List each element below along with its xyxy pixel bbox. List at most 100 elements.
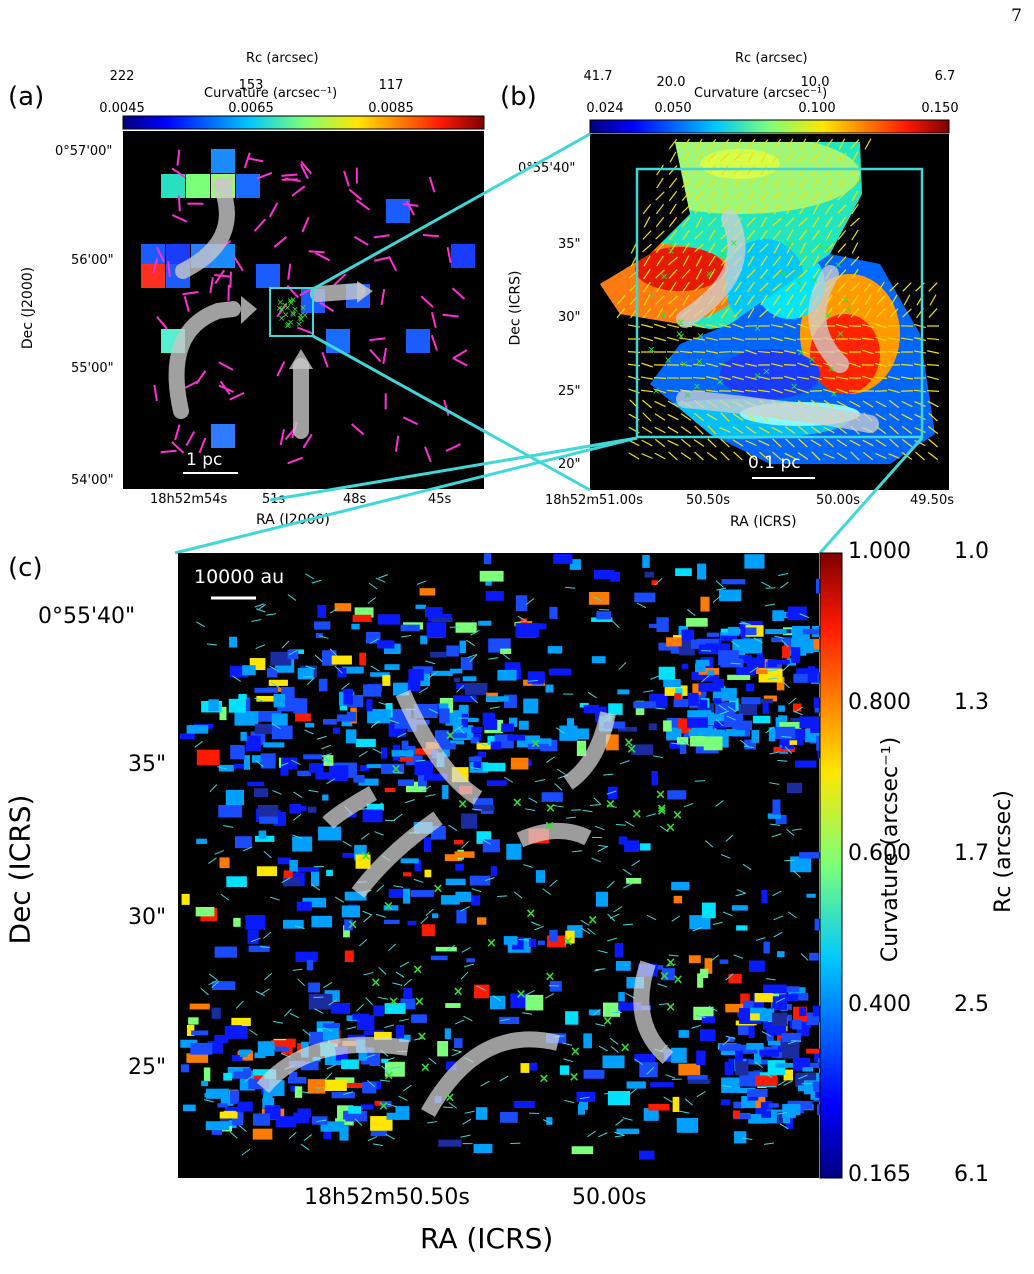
polarization-vector [825,229,833,241]
polarization-vector [667,439,679,447]
curvature-pixel [473,1143,493,1154]
polarization-vector [680,739,690,746]
polarization-vector [862,400,874,408]
curvature-pixel [667,790,687,800]
polarization-vector [773,177,781,189]
curvature-pixel [357,1015,375,1030]
polarization-vector [604,1092,615,1095]
polarization-vector [784,388,796,394]
curvature-pixel [471,895,481,906]
polarization-vector [746,242,756,254]
curvature-pixel [768,727,776,742]
source-marker: × [816,241,824,252]
polarization-vector [900,376,914,380]
polarization-vector [810,439,822,447]
curvature-pixel [747,657,765,668]
curvature-pixel [445,878,466,886]
curvature-pixel [571,1146,594,1155]
curvature-pixel [229,665,248,678]
polarization-vector [760,177,768,189]
polarization-vector [694,151,704,163]
polarization-vector [760,229,768,241]
curvature-pixel [618,836,628,845]
panel-a-label: (a) [8,82,45,112]
panel-c-ytick: 25" [128,1055,167,1080]
panel-b-xtick: 50.50s [686,493,730,508]
polarization-vector [784,350,796,354]
polarization-vector [343,170,350,187]
polarization-vector [746,190,756,202]
curvature-pixel [310,871,320,887]
curvature-pixel [407,679,421,692]
polarization-vector [771,833,782,838]
source-marker: × [383,899,394,914]
polarization-vector [303,1134,313,1142]
polarization-vector [365,997,374,1006]
curvature-pixel [735,1061,749,1076]
panel-a-xtick: 18h52m54s [150,492,228,507]
curvature-pixel [772,610,785,621]
curvature-pixel [189,1003,210,1010]
polarization-vector [369,348,382,363]
polarization-vector [663,1096,673,1103]
panel-b-curv-tick: 0.050 [654,101,692,116]
polarization-vector [402,416,419,426]
curvature-pixel [737,654,752,664]
curvature-pixel [253,1069,274,1076]
polarization-vector [403,978,412,987]
curvature-pixel [241,1070,262,1076]
curvature-pixel [596,611,612,620]
curvature-pixel [784,1004,792,1011]
curvature-pixel [468,756,482,762]
polarization-vector [736,889,747,894]
polarization-vector [792,870,801,878]
curvature-pixel [699,699,708,709]
curvature-pixel [696,1050,706,1066]
curvature-pixel [754,993,773,1003]
polarization-vector [611,620,620,629]
polarization-vector [603,773,614,776]
source-marker: × [297,315,305,325]
polarization-vector [708,268,716,280]
curvature-pixel [728,974,742,984]
polarization-vector [928,308,938,318]
source-marker: × [693,381,701,392]
panel-c-curv-tick: 0.400 [848,992,911,1017]
curvature-pixel [720,635,738,641]
polarization-vector [796,338,810,340]
curvature-pixel [771,1068,781,1074]
polarization-vector [587,927,596,935]
source-marker: × [695,357,703,368]
polarization-vector [646,914,657,921]
polarization-vector [837,282,847,292]
polarization-vector [765,978,776,981]
curvature-pixel [482,762,506,772]
panel-b-curvature-title: Curvature (arcsec⁻¹) [694,86,828,101]
polarization-vector [405,200,416,216]
curvature-pixel [703,736,723,751]
source-marker: × [664,355,672,366]
curvature-pixel [273,694,285,708]
curvature-pixel [303,754,322,760]
source-marker: × [414,994,425,1009]
polarization-vector [292,813,302,821]
polarization-vector [384,1057,395,1062]
curvature-pixel [675,568,692,577]
polarization-vector [654,577,663,586]
source-marker: × [525,906,536,921]
curvature-pixel [775,814,787,825]
polarization-vector [863,282,873,292]
curvature-pixel [363,684,382,697]
curvature-pixel [763,941,770,954]
polarization-vector [786,828,795,837]
source-marker: × [297,311,305,321]
curvature-pixel [251,755,267,763]
curvature-pixel [755,1075,778,1087]
source-marker: × [569,1070,580,1085]
curvature-pixel [414,859,422,872]
panel-b-ytick: 35" [558,237,581,252]
polarization-vector [876,295,886,305]
polarization-vector [707,438,717,448]
polarization-vector [579,1096,590,1100]
polarization-vector [777,759,788,762]
